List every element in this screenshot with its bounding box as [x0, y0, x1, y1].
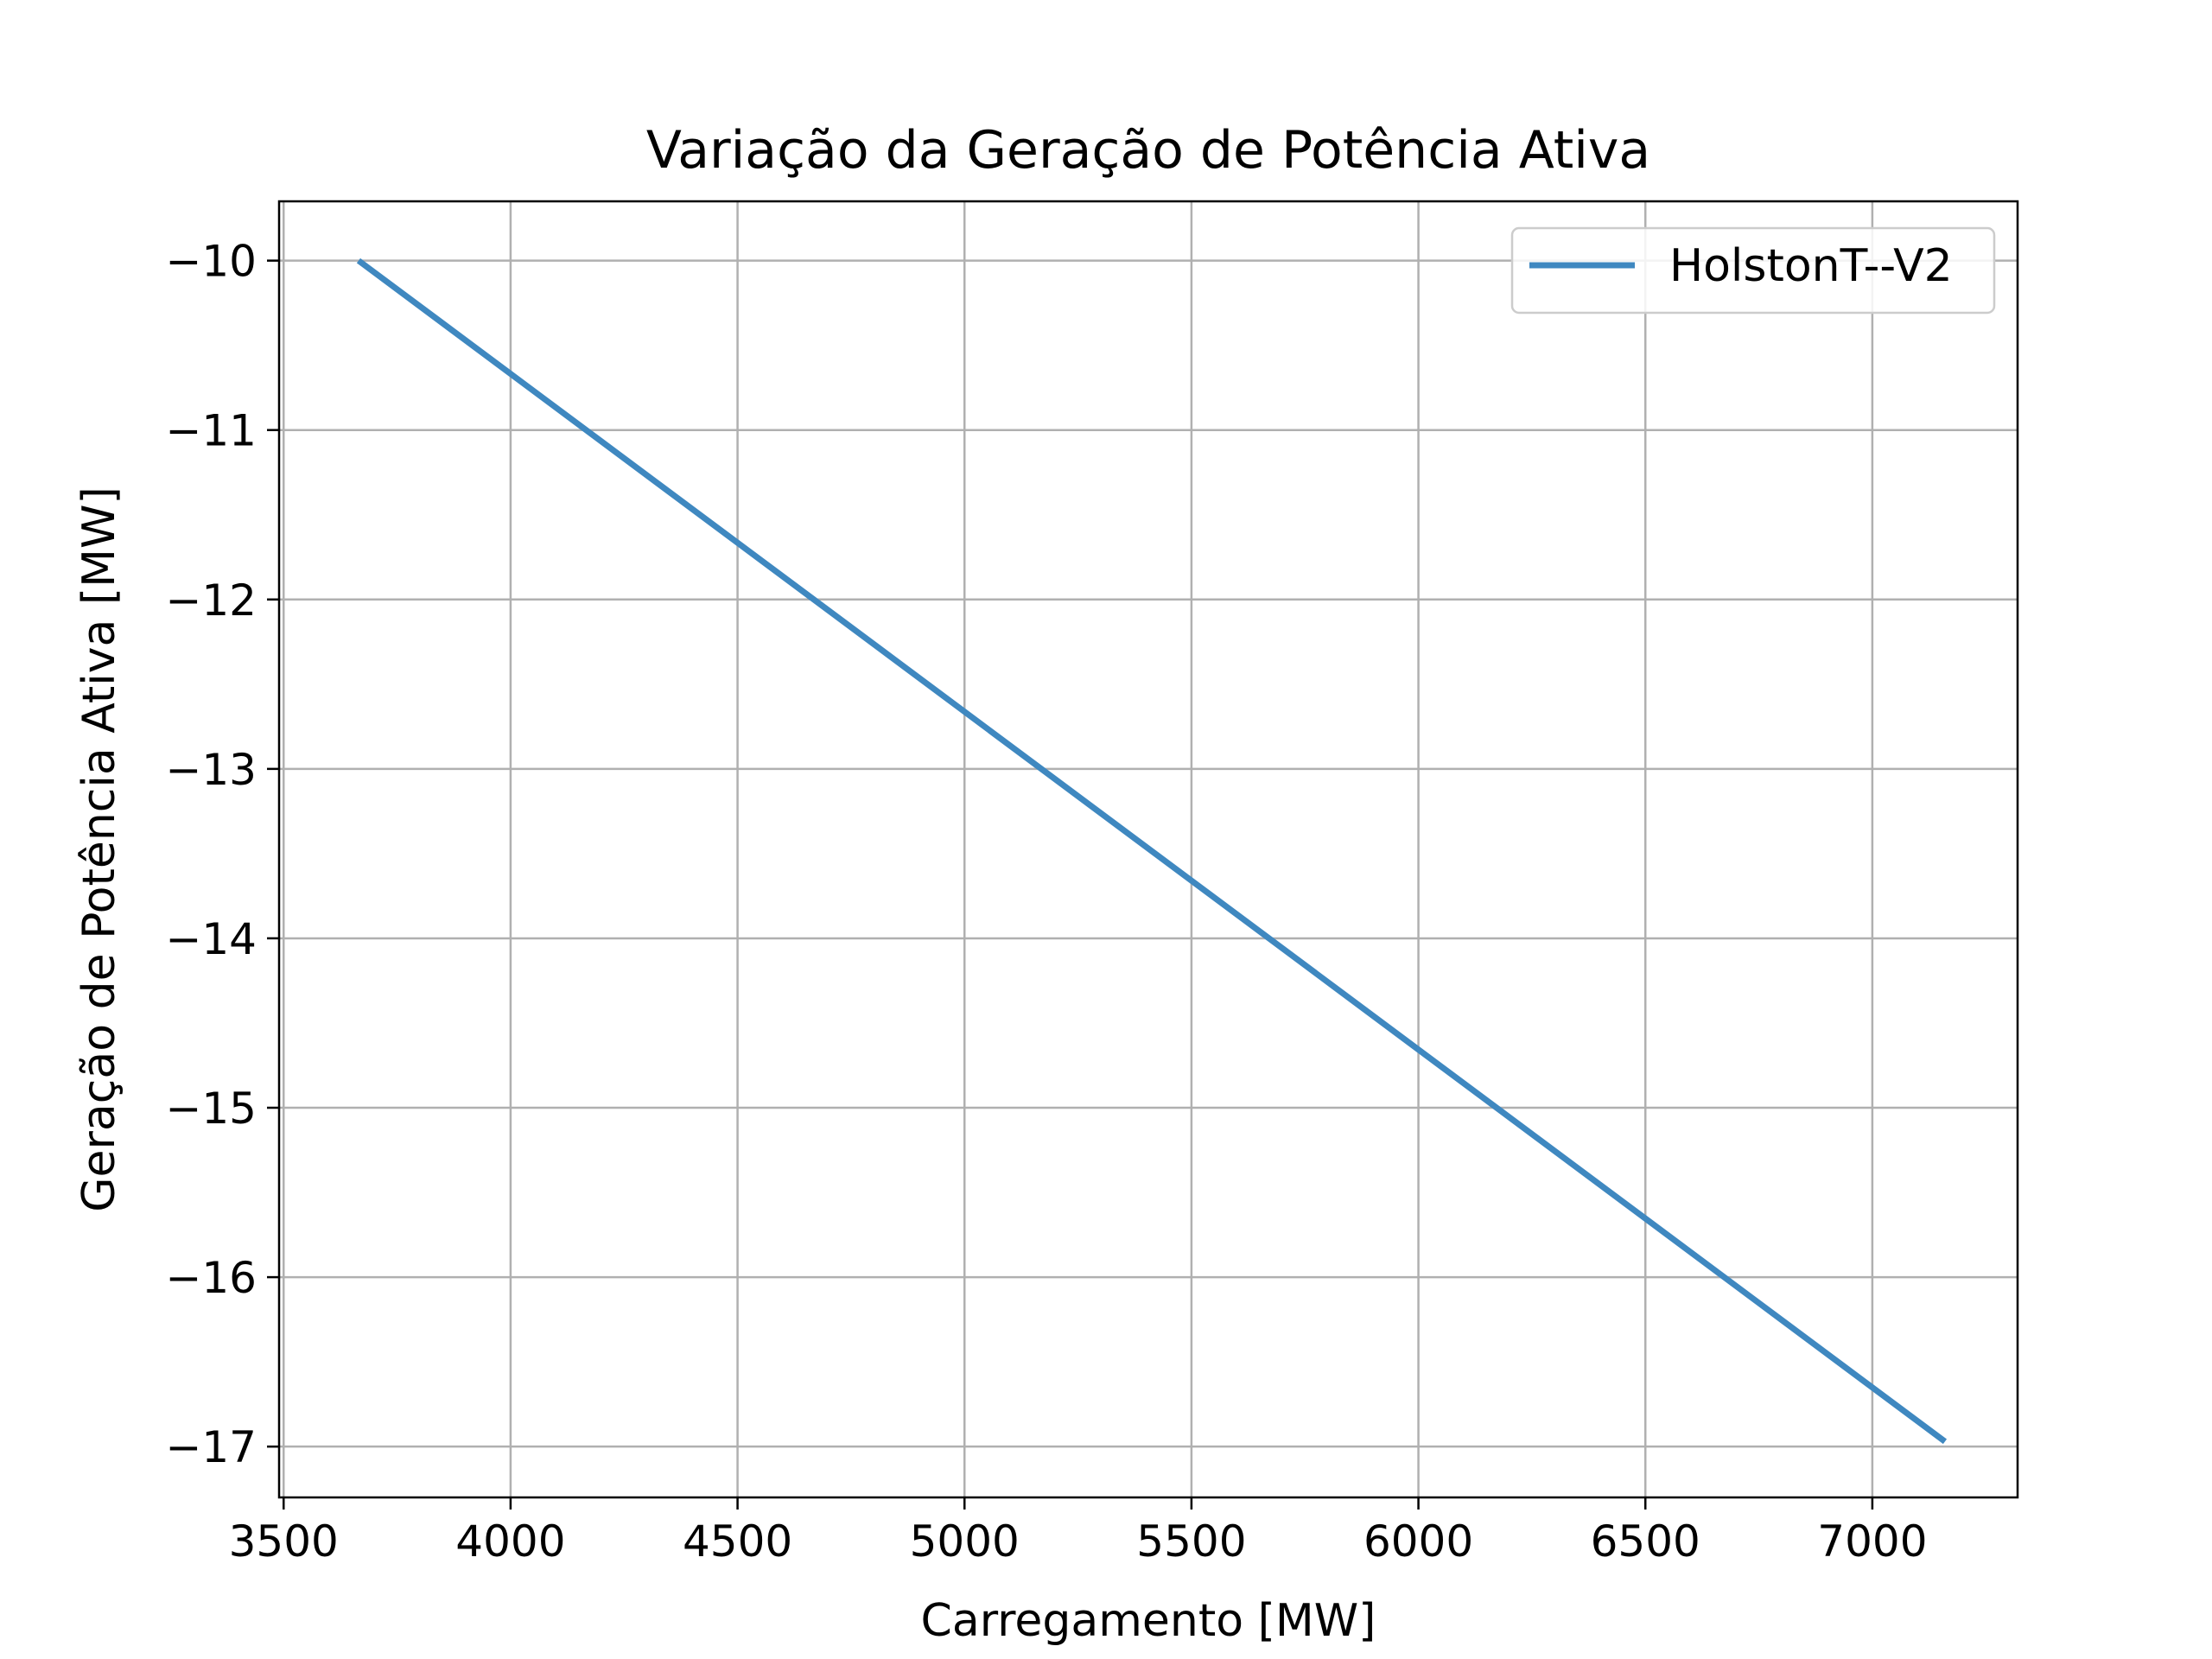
x-tick-label: 6000: [1363, 1516, 1473, 1567]
y-tick-label: −16: [165, 1253, 257, 1303]
y-tick-label: −17: [165, 1422, 257, 1472]
series-layer: [356, 257, 1948, 1445]
y-tick-label: −14: [165, 914, 257, 964]
series-line-0: [356, 257, 1948, 1445]
x-tick-label: 3500: [229, 1516, 339, 1567]
y-axis-label: Geração de Potência Ativa [MW]: [73, 486, 125, 1211]
y-tick-label: −15: [165, 1084, 257, 1134]
y-tick-label: −10: [165, 237, 257, 287]
legend-label: HolstonT--V2: [1669, 240, 1953, 292]
x-tick-label: 5500: [1136, 1516, 1246, 1567]
axes-frame: [277, 200, 2019, 1499]
legend: HolstonT--V2: [1510, 226, 1996, 315]
chart-title: Variação da Geração de Potência Ativa: [646, 120, 1650, 181]
x-axis-ticks: 3500 4000 4500 5000 5500 6000 6500 7000: [229, 1497, 1928, 1567]
y-tick-label: −13: [165, 745, 257, 795]
x-tick-label: 6500: [1591, 1516, 1700, 1567]
y-tick-label: −11: [165, 406, 257, 456]
x-axis-label: Carregamento [MW]: [921, 1595, 1376, 1647]
grid: [279, 201, 2018, 1497]
legend-box: [1510, 226, 1996, 315]
x-tick-label: 4000: [455, 1516, 565, 1567]
y-tick-label: −12: [165, 575, 257, 626]
x-tick-label: 7000: [1817, 1516, 1927, 1567]
x-tick-label: 4500: [683, 1516, 792, 1567]
x-tick-label: 5000: [910, 1516, 1020, 1567]
y-axis-ticks: −10 −11 −12 −13 −14 −15 −16 −17: [165, 237, 279, 1472]
